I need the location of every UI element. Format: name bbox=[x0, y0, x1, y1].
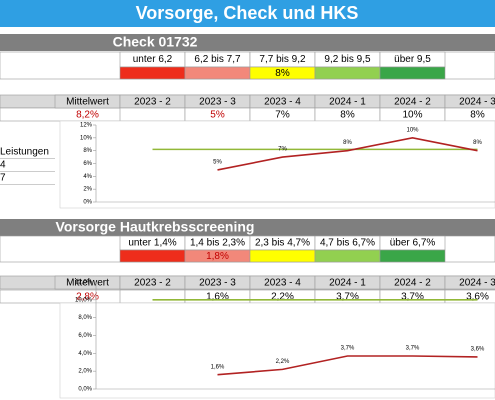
data-label: 7% bbox=[278, 147, 287, 153]
mean-header: Mittelwert bbox=[66, 97, 109, 108]
range-label: 6,2 bis 7,7 bbox=[194, 54, 241, 65]
range-label: 9,2 bis 9,5 bbox=[324, 54, 371, 65]
y-tick-label: 4,0% bbox=[78, 351, 92, 357]
period-value: 5% bbox=[210, 110, 225, 121]
range-label: 7,7 bis 9,2 bbox=[259, 54, 306, 65]
range-label: unter 6,2 bbox=[133, 54, 173, 65]
range-marker: 8% bbox=[275, 68, 290, 79]
y-tick-label: 2,0% bbox=[78, 369, 92, 375]
period-header: 2024 - 3 bbox=[459, 97, 495, 108]
section-header-bar bbox=[0, 34, 495, 51]
data-label: 5% bbox=[213, 159, 222, 165]
period-value: 1,6% bbox=[206, 292, 229, 303]
range-label: 1,4 bis 2,3% bbox=[190, 238, 245, 249]
y-tick-label: 6,0% bbox=[78, 333, 92, 339]
range-label: 4,7 bis 6,7% bbox=[320, 238, 375, 249]
range-color bbox=[379, 249, 446, 263]
data-label: 3,7% bbox=[406, 346, 420, 352]
mean-value: 2,8% bbox=[76, 292, 99, 303]
period-header: 2024 - 2 bbox=[394, 278, 431, 289]
left-fragment: 7 bbox=[0, 173, 6, 184]
range-color bbox=[184, 66, 251, 80]
y-tick-label: 6% bbox=[83, 161, 92, 167]
period-header: 2023 - 2 bbox=[134, 278, 171, 289]
range-label: unter 1,4% bbox=[128, 238, 176, 249]
range-color bbox=[119, 66, 186, 80]
y-tick-label: 12% bbox=[80, 123, 93, 129]
mean-value: 8,2% bbox=[76, 110, 99, 121]
section-heading: Vorsorge Hautkrebsscreening bbox=[56, 219, 255, 235]
chart-area bbox=[59, 120, 495, 209]
period-header: 2023 - 3 bbox=[199, 97, 236, 108]
period-value: 10% bbox=[402, 110, 422, 121]
mean-header: Mittelwert bbox=[66, 278, 109, 289]
data-label: 1,6% bbox=[211, 364, 225, 370]
period-header: 2023 - 2 bbox=[134, 97, 171, 108]
value-cell bbox=[119, 107, 186, 122]
period-header: 2023 - 3 bbox=[199, 278, 236, 289]
range-color bbox=[314, 66, 381, 80]
period-header: 2023 - 4 bbox=[264, 278, 301, 289]
data-label: 8% bbox=[343, 140, 352, 146]
period-header: 2023 - 4 bbox=[264, 97, 301, 108]
y-tick-label: 8,0% bbox=[78, 315, 92, 321]
page-title: Vorsorge, Check und HKS bbox=[136, 3, 359, 23]
value-cell bbox=[119, 289, 186, 304]
period-header: 2024 - 1 bbox=[329, 97, 366, 108]
y-tick-label: 4% bbox=[83, 174, 92, 180]
range-marker: 1,8% bbox=[206, 251, 229, 262]
data-label: 3,7% bbox=[341, 346, 355, 352]
range-label: 2,3 bis 4,7% bbox=[255, 238, 310, 249]
y-tick-label: 0,0% bbox=[78, 387, 92, 393]
y-tick-label: 0% bbox=[83, 200, 92, 206]
period-value: 2,2% bbox=[271, 292, 294, 303]
section-heading: Check 01732 bbox=[113, 34, 198, 50]
y-tick-label: 8% bbox=[83, 148, 92, 154]
section-header-bar bbox=[0, 219, 495, 236]
range-color bbox=[119, 249, 186, 263]
period-value: 8% bbox=[340, 110, 355, 121]
range-label: über 9,5 bbox=[394, 54, 431, 65]
range-color bbox=[379, 66, 446, 80]
period-value: 3,7% bbox=[401, 292, 424, 303]
period-value: 7% bbox=[275, 110, 290, 121]
period-header: 2024 - 2 bbox=[394, 97, 431, 108]
data-label: 2,2% bbox=[276, 359, 290, 365]
data-label: 10% bbox=[406, 127, 419, 133]
left-fragment: 4 bbox=[0, 160, 6, 171]
y-tick-label: 2% bbox=[83, 187, 92, 193]
data-label: 3,6% bbox=[471, 346, 485, 352]
period-header: 2024 - 3 bbox=[459, 278, 495, 289]
y-tick-label: 12,0% bbox=[75, 280, 93, 286]
series-line bbox=[217, 355, 478, 376]
chart-area bbox=[59, 302, 495, 399]
header-cell bbox=[444, 275, 495, 290]
period-header: 2024 - 1 bbox=[329, 278, 366, 289]
range-color bbox=[249, 249, 316, 263]
period-value: 3,6% bbox=[466, 292, 489, 303]
data-label: 8% bbox=[473, 140, 482, 146]
period-value: 3,7% bbox=[336, 292, 359, 303]
series-line bbox=[217, 137, 478, 171]
y-tick-label: 10,0% bbox=[75, 297, 93, 303]
left-fragment: Leistungen bbox=[0, 147, 49, 158]
range-label: über 6,7% bbox=[390, 238, 436, 249]
range-color bbox=[314, 249, 381, 263]
y-tick-label: 10% bbox=[80, 135, 93, 141]
period-value: 8% bbox=[470, 110, 485, 121]
title-bar bbox=[0, 0, 495, 27]
